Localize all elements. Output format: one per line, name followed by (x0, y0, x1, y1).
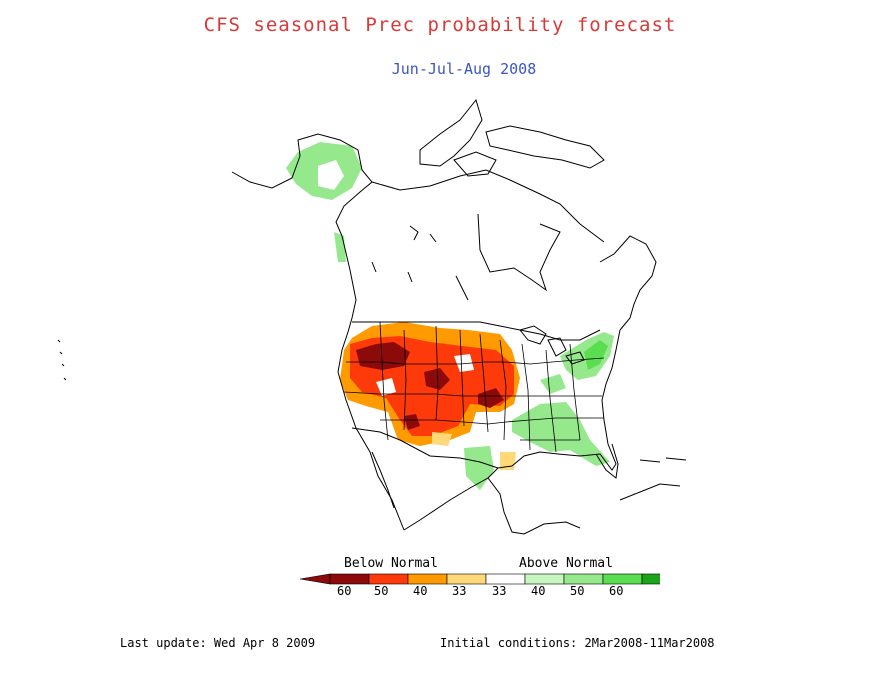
arctic-islands2-outline (453, 151, 497, 177)
northeast-outline (599, 235, 657, 331)
shade-midatlantic-50 (584, 340, 608, 370)
legend-tick-below-50: 50 (374, 584, 389, 598)
mexico-outline (403, 477, 581, 535)
legend-tick-above-50: 50 (570, 584, 585, 598)
legend-cell-below-50 (368, 573, 409, 585)
shade-southeast-40 (512, 402, 610, 466)
below-normal-label: Below Normal (344, 556, 438, 571)
legend-tick-below-60: 60 (337, 584, 352, 598)
legend-cell-below-60 (329, 573, 370, 585)
above-normal-label: Above Normal (519, 556, 613, 571)
shade-alaska-inner (318, 160, 344, 190)
forecast-map (57, 98, 687, 535)
alaska-outline (231, 133, 373, 237)
legend-cell-above-60 (641, 573, 660, 585)
legend-cell-above-33 (524, 573, 565, 585)
legend-colorbar (300, 573, 660, 585)
initial-conditions-text: Initial conditions: 2Mar2008-11Mar2008 (440, 636, 715, 650)
chart-subtitle: Jun-Jul-Aug 2008 (391, 60, 537, 78)
us-canada-border (352, 321, 601, 341)
chart-title: CFS seasonal Prec probability forecast (203, 14, 677, 36)
legend-cell-below-40 (407, 573, 448, 585)
continent-outlines (57, 98, 681, 535)
shade-ohio-40 (540, 374, 566, 394)
legend-cell-normal (485, 573, 526, 585)
legend-tick-below-40: 40 (413, 584, 428, 598)
last-update-text: Last update: Wed Apr 8 2009 (120, 636, 316, 650)
caribbean-outline (619, 483, 681, 501)
shade-white-hole2 (454, 354, 474, 372)
legend-tick-above-33: 33 (492, 584, 507, 598)
legend-cell-below-33 (446, 573, 487, 585)
legend-tick-above-40: 40 (531, 584, 546, 598)
shade-oklahoma-33 (432, 432, 452, 446)
state-boundaries (343, 321, 605, 453)
arctic-islands-outline (419, 98, 483, 167)
baja-outline (371, 451, 395, 509)
legend-tick-below-33: 33 (452, 584, 467, 598)
greenland-outline (485, 125, 605, 169)
shade-white-hole1 (376, 378, 396, 396)
shade-oklahoma-60 (404, 414, 420, 430)
shade-missouri-60 (478, 388, 504, 408)
probability-shading (286, 142, 614, 490)
legend-tick-above-60: 60 (609, 584, 624, 598)
hawaii-outline (57, 339, 67, 381)
shade-nebraska-60 (424, 368, 450, 390)
gulf-coast-outline (487, 329, 621, 479)
legend-cell-above-40 (563, 573, 604, 585)
hudson-bay-outline (477, 213, 561, 292)
great-lakes-outline (519, 325, 585, 365)
florida-outline (595, 443, 619, 479)
us-mexico-border (351, 427, 499, 469)
canada-arctic-outline (371, 169, 605, 243)
legend-arrow-below (300, 573, 331, 585)
islands (371, 225, 687, 463)
legend-cell-above-50 (602, 573, 643, 585)
